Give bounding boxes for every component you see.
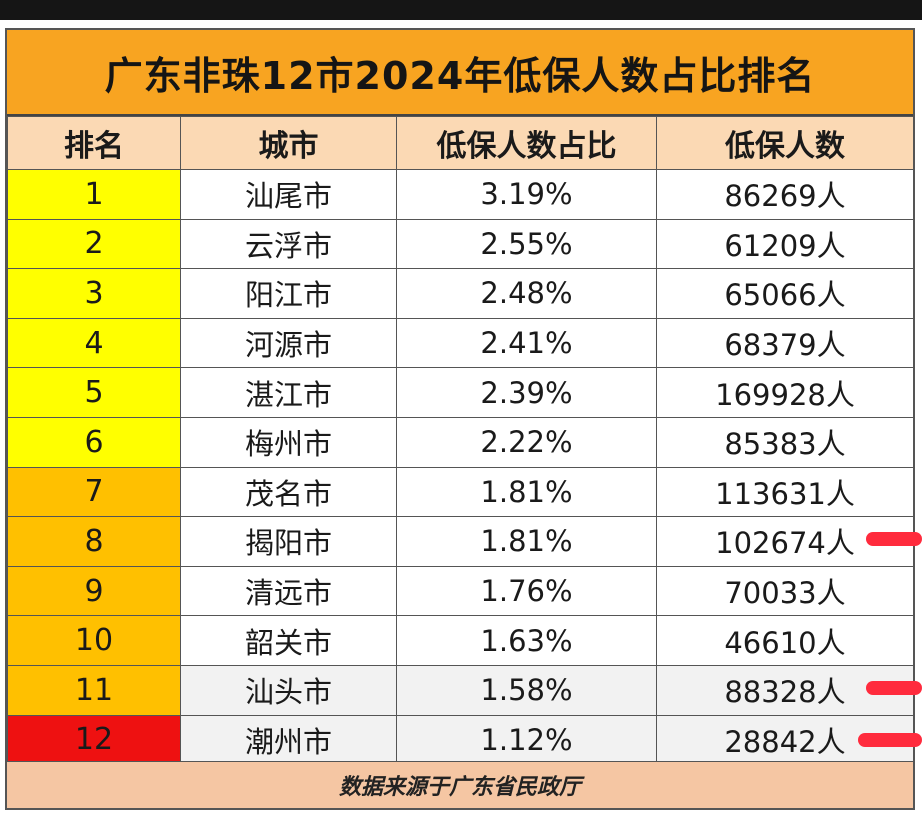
- table-row: 1 汕尾市 3.19% 86269人: [7, 169, 913, 220]
- city-cell: 湛江市: [180, 367, 397, 418]
- table-row: 12 潮州市 1.12% 28842人: [7, 714, 913, 766]
- count-cell: 70033人: [656, 565, 913, 617]
- city-cell: 揭阳市: [180, 516, 397, 567]
- city-cell: 茂名市: [180, 466, 397, 518]
- ratio-cell: 2.41%: [396, 317, 657, 369]
- highlight-mark: [866, 532, 922, 546]
- highlight-mark: [866, 681, 922, 695]
- rank-cell: 6: [7, 416, 181, 468]
- table-row: 6 梅州市 2.22% 85383人: [7, 416, 913, 468]
- rank-cell: 8: [7, 516, 181, 567]
- city-cell: 清远市: [180, 565, 397, 617]
- rank-cell: 1: [7, 169, 181, 220]
- ratio-cell: 1.81%: [396, 466, 657, 518]
- table-row: 7 茂名市 1.81% 113631人: [7, 466, 913, 518]
- ratio-cell: 3.19%: [396, 169, 657, 220]
- rank-cell: 2: [7, 218, 181, 270]
- rank-cell: 10: [7, 615, 181, 666]
- city-cell: 韶关市: [180, 615, 397, 666]
- highlight-mark: [858, 733, 922, 747]
- ratio-cell: 2.48%: [396, 268, 657, 319]
- count-cell: 113631人: [656, 466, 913, 518]
- rank-cell: 3: [7, 268, 181, 319]
- table-row: 9 清远市 1.76% 70033人: [7, 565, 913, 617]
- table-row: 2 云浮市 2.55% 61209人: [7, 218, 913, 270]
- table-row: 4 河源市 2.41% 68379人: [7, 317, 913, 369]
- ratio-cell: 1.12%: [396, 714, 657, 766]
- header-city: 城市: [180, 116, 397, 170]
- city-cell: 阳江市: [180, 268, 397, 319]
- city-cell: 梅州市: [180, 416, 397, 468]
- ratio-cell: 2.22%: [396, 416, 657, 468]
- header-ratio: 低保人数占比: [396, 116, 657, 170]
- city-cell: 汕尾市: [180, 169, 397, 220]
- top-black-bar: [0, 0, 922, 20]
- table-row: 11 汕头市 1.58% 88328人: [7, 664, 913, 716]
- rank-cell: 7: [7, 466, 181, 518]
- header-count: 低保人数: [656, 116, 913, 170]
- city-cell: 河源市: [180, 317, 397, 369]
- count-cell: 86269人: [656, 169, 913, 220]
- count-cell: 65066人: [656, 268, 913, 319]
- table-header-row: 排名 城市 低保人数占比 低保人数: [7, 116, 913, 170]
- count-cell: 85383人: [656, 416, 913, 468]
- ratio-cell: 1.76%: [396, 565, 657, 617]
- count-cell: 68379人: [656, 317, 913, 369]
- ratio-cell: 2.55%: [396, 218, 657, 270]
- table-row: 8 揭阳市 1.81% 102674人: [7, 516, 913, 567]
- sheet-title: 广东非珠12市2024年低保人数占比排名: [7, 30, 913, 116]
- city-cell: 云浮市: [180, 218, 397, 270]
- table-row: 3 阳江市 2.48% 65066人: [7, 268, 913, 319]
- rank-cell: 5: [7, 367, 181, 418]
- city-cell: 汕头市: [180, 664, 397, 716]
- ratio-cell: 1.63%: [396, 615, 657, 666]
- rank-cell: 4: [7, 317, 181, 369]
- table-row: 5 湛江市 2.39% 169928人: [7, 367, 913, 418]
- count-cell: 169928人: [656, 367, 913, 418]
- rank-cell: 9: [7, 565, 181, 617]
- count-cell: 61209人: [656, 218, 913, 270]
- ratio-cell: 1.58%: [396, 664, 657, 716]
- header-rank: 排名: [7, 116, 181, 170]
- count-cell: 46610人: [656, 615, 913, 666]
- ratio-cell: 1.81%: [396, 516, 657, 567]
- data-source-footer: 数据来源于广东省民政厅: [7, 761, 913, 808]
- ranking-table: 排名 城市 低保人数占比 低保人数 1 汕尾市 3.19% 86269人 2 云…: [7, 116, 913, 766]
- table-row: 10 韶关市 1.63% 46610人: [7, 615, 913, 666]
- ranking-sheet: 广东非珠12市2024年低保人数占比排名 排名 城市 低保人数占比 低保人数 1…: [5, 28, 915, 810]
- ratio-cell: 2.39%: [396, 367, 657, 418]
- rank-cell: 12: [7, 714, 181, 766]
- rank-cell: 11: [7, 664, 181, 716]
- city-cell: 潮州市: [180, 714, 397, 766]
